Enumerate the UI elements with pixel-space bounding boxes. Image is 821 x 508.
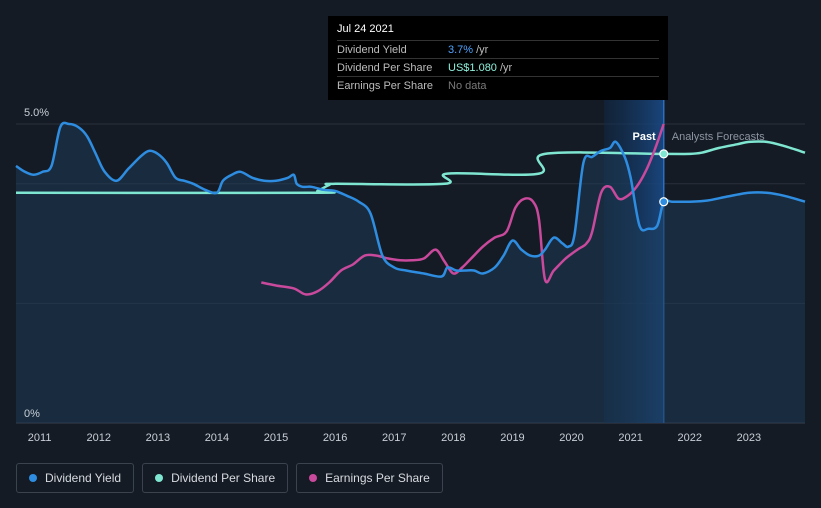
- legend-label: Dividend Yield: [45, 471, 122, 485]
- x-tick-label: 2021: [618, 432, 642, 444]
- x-tick-label: 2019: [500, 432, 524, 444]
- legend-item-dividend-per-share[interactable]: Dividend Per Share: [142, 463, 289, 493]
- x-tick-label: 2017: [382, 432, 406, 444]
- axis-labels-layer: 2011 2012 2013 2014 2015 2016 2017 2018 2019 2020…: [24, 107, 765, 444]
- forecast-label: Analysts Forecasts: [672, 131, 765, 143]
- legend-label: Earnings Per Share: [325, 471, 430, 485]
- tooltip-unit: /yr: [499, 61, 513, 74]
- legend-dot-icon: [29, 474, 37, 482]
- dividend-yield-line: [15, 121, 806, 278]
- legend-label: Dividend Per Share: [171, 471, 276, 485]
- tooltip-value: US$1.080: [448, 61, 497, 74]
- highlight-point: [659, 197, 669, 207]
- y-tick-label: 0%: [24, 408, 40, 420]
- series-lines-layer: [15, 121, 806, 296]
- tooltip-label: Dividend Per Share: [337, 61, 433, 74]
- tooltip: Jul 24 2021 Dividend Yield 3.7% /yr Divi…: [328, 16, 668, 100]
- x-tick-label: 2012: [86, 432, 110, 444]
- x-tick-label: 2013: [146, 432, 170, 444]
- legend-item-dividend-yield[interactable]: Dividend Yield: [16, 463, 135, 493]
- y-tick-label: 5.0%: [24, 107, 49, 119]
- x-tick-label: 2011: [28, 432, 52, 444]
- tooltip-row-earnings-per-share: Earnings Per Share No data: [337, 77, 659, 94]
- x-tick-label: 2014: [205, 432, 229, 444]
- x-tick-label: 2022: [678, 432, 702, 444]
- tooltip-label: Earnings Per Share: [337, 79, 433, 92]
- x-tick-label: 2016: [323, 432, 347, 444]
- x-tick-label: 2023: [737, 432, 761, 444]
- highlight-point: [659, 149, 669, 159]
- past-label: Past: [632, 131, 656, 143]
- x-tick-label: 2015: [264, 432, 288, 444]
- dividend-per-share-line: [15, 140, 806, 195]
- legend-dot-icon: [309, 474, 318, 482]
- tooltip-value: No data: [448, 79, 487, 92]
- yield-area-layer: [16, 122, 805, 424]
- legend: Dividend Yield Dividend Per Share Earnin…: [16, 463, 443, 493]
- yield-area: [16, 122, 805, 424]
- legend-dot-icon: [155, 474, 164, 482]
- legend-item-earnings-per-share[interactable]: Earnings Per Share: [296, 463, 443, 493]
- x-tick-label: 2018: [441, 432, 465, 444]
- tooltip-unit: /yr: [476, 43, 489, 56]
- x-tick-label: 2020: [559, 432, 583, 444]
- tooltip-date: Jul 24 2021: [337, 23, 659, 41]
- tooltip-row-dividend-yield: Dividend Yield 3.7% /yr: [337, 41, 659, 59]
- tooltip-label: Dividend Yield: [337, 43, 407, 56]
- earnings-per-share-line: [261, 123, 665, 296]
- tooltip-value: 3.7%: [448, 43, 474, 56]
- highlight-points-layer: [659, 149, 669, 207]
- tooltip-row-dividend-per-share: Dividend Per Share US$1.080 /yr: [337, 59, 659, 77]
